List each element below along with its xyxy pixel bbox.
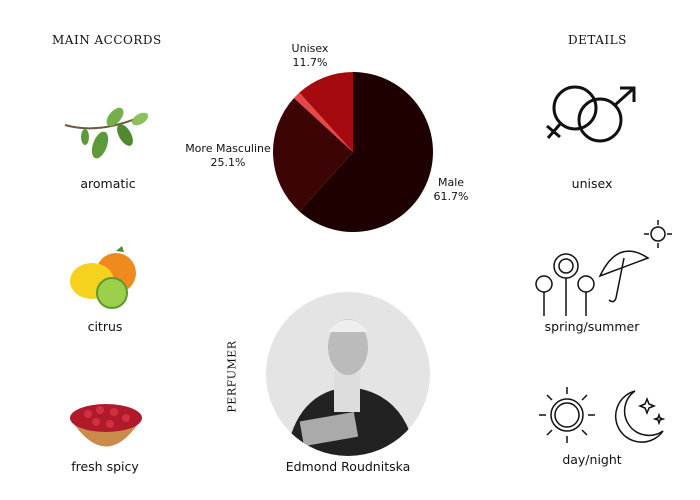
pie-slice-unisex xyxy=(299,72,353,152)
pie-slice-unlabeled xyxy=(293,92,353,152)
flowers-umbrella-sun-icon xyxy=(535,220,672,316)
pie-label-unisex: Unisex 11.7% xyxy=(291,42,329,69)
perfumer-name[interactable]: Edmond Roudnitska xyxy=(285,459,411,474)
citrus-fruit-icon xyxy=(70,246,136,309)
pie-slice-more-masculine xyxy=(273,97,353,212)
pie-label-male: Male 61.7% xyxy=(433,176,469,203)
details-heading: DETAILS xyxy=(568,33,627,47)
accord-label: aromatic xyxy=(80,176,136,191)
accord-label: citrus xyxy=(87,319,123,334)
herb-sprig-icon xyxy=(64,107,149,159)
pie-slice-male xyxy=(299,72,433,233)
detail-label: day/night xyxy=(562,452,622,467)
perfumer-heading: PERFUMER xyxy=(225,340,239,413)
perfumer-photo xyxy=(266,292,430,456)
detail-label: spring/summer xyxy=(544,319,640,334)
pie-label-more-masculine: More Masculine 25.1% xyxy=(185,142,271,169)
sun-moon-icon xyxy=(539,387,666,443)
accord-label: fresh spicy xyxy=(71,459,139,474)
gender-symbols-icon xyxy=(546,85,636,143)
detail-label: unisex xyxy=(571,176,613,191)
gender-pie-chart xyxy=(273,72,433,233)
peppercorn-bowl-icon xyxy=(70,404,142,447)
main-accords-heading: MAIN ACCORDS xyxy=(52,33,162,47)
